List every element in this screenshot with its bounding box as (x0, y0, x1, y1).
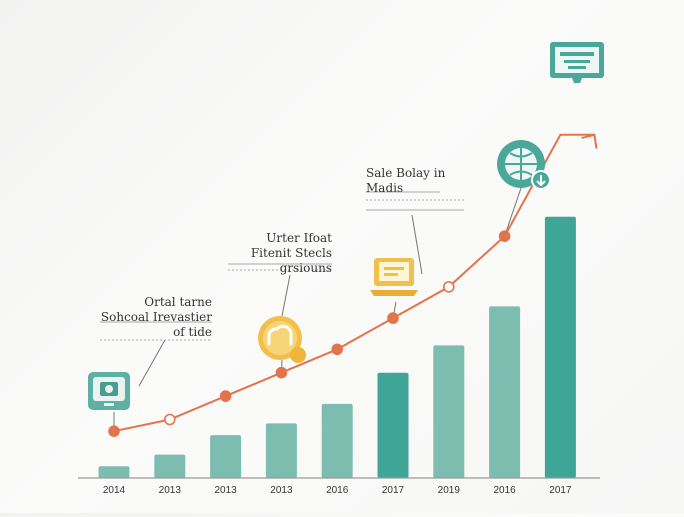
trend-arrowhead (581, 133, 598, 149)
annotation-2-line-1: Urter Ifoat (266, 231, 332, 245)
x-tick-label-4: 2013 (270, 485, 293, 496)
annotation-2-line-2: Fitenit Stecls grsiouns (250, 246, 332, 275)
trend-point-3 (219, 390, 232, 402)
trend-point-5 (331, 343, 344, 356)
x-tick-label-7: 2019 (438, 485, 461, 496)
leader-line-7 (504, 187, 522, 237)
laptop-icon (370, 258, 418, 296)
bar-3 (210, 435, 242, 478)
presentation-board-icon (550, 42, 604, 83)
globe-icon (497, 140, 551, 190)
leader-line-6 (411, 214, 423, 275)
trend-series (108, 133, 598, 438)
bar-4 (265, 423, 297, 478)
bar-7 (433, 345, 465, 478)
trend-point-7 (442, 281, 455, 293)
x-tick-label-3: 2013 (214, 485, 237, 496)
bar-8 (489, 306, 521, 478)
bar-2 (154, 454, 186, 478)
x-tick-label-2: 2013 (159, 485, 182, 496)
trend-point-4 (275, 366, 288, 379)
trend-point-1 (108, 425, 120, 438)
bar-series (98, 216, 576, 478)
bar-6 (377, 372, 409, 478)
annotation-text-2: Urter Ifoat Fitenit Stecls grsiouns (222, 231, 332, 276)
annotation-leaders (100, 187, 522, 432)
photo-frame-icon (88, 372, 130, 410)
annotation-3-line-2: Madis (366, 181, 404, 195)
leader-line-2 (138, 339, 166, 387)
x-tick-label-9: 2017 (549, 485, 572, 496)
bar-5 (321, 403, 353, 478)
trend-point-8 (498, 230, 511, 242)
annotation-1-line-2: Sohcoal Irevastier of tide (100, 310, 212, 339)
annotation-1-line-1: Ortal tarne (144, 295, 212, 309)
annotation-text-1: Ortal tarne Sohcoal Irevastier of tide (100, 295, 212, 340)
bar-9 (544, 216, 576, 478)
x-tick-label-8: 2016 (493, 485, 516, 496)
x-tick-label-1: 2014 (103, 485, 126, 496)
leader-line-4 (281, 274, 291, 317)
annotation-text-3: Sale Bolay in Madis (366, 166, 456, 196)
cloud-badge-icon (258, 316, 306, 363)
x-axis-ticks: 2014 2013 2013 2013 2016 2017 2019 2016 2017 (103, 485, 572, 496)
bar-1 (98, 466, 130, 478)
trend-point-6 (387, 312, 399, 324)
x-tick-label-5: 2016 (326, 485, 349, 496)
trend-point-2 (164, 413, 176, 426)
annotation-3-line-1: Sale Bolay in (366, 166, 446, 180)
x-tick-label-6: 2017 (382, 485, 405, 496)
trend-line (113, 133, 595, 433)
